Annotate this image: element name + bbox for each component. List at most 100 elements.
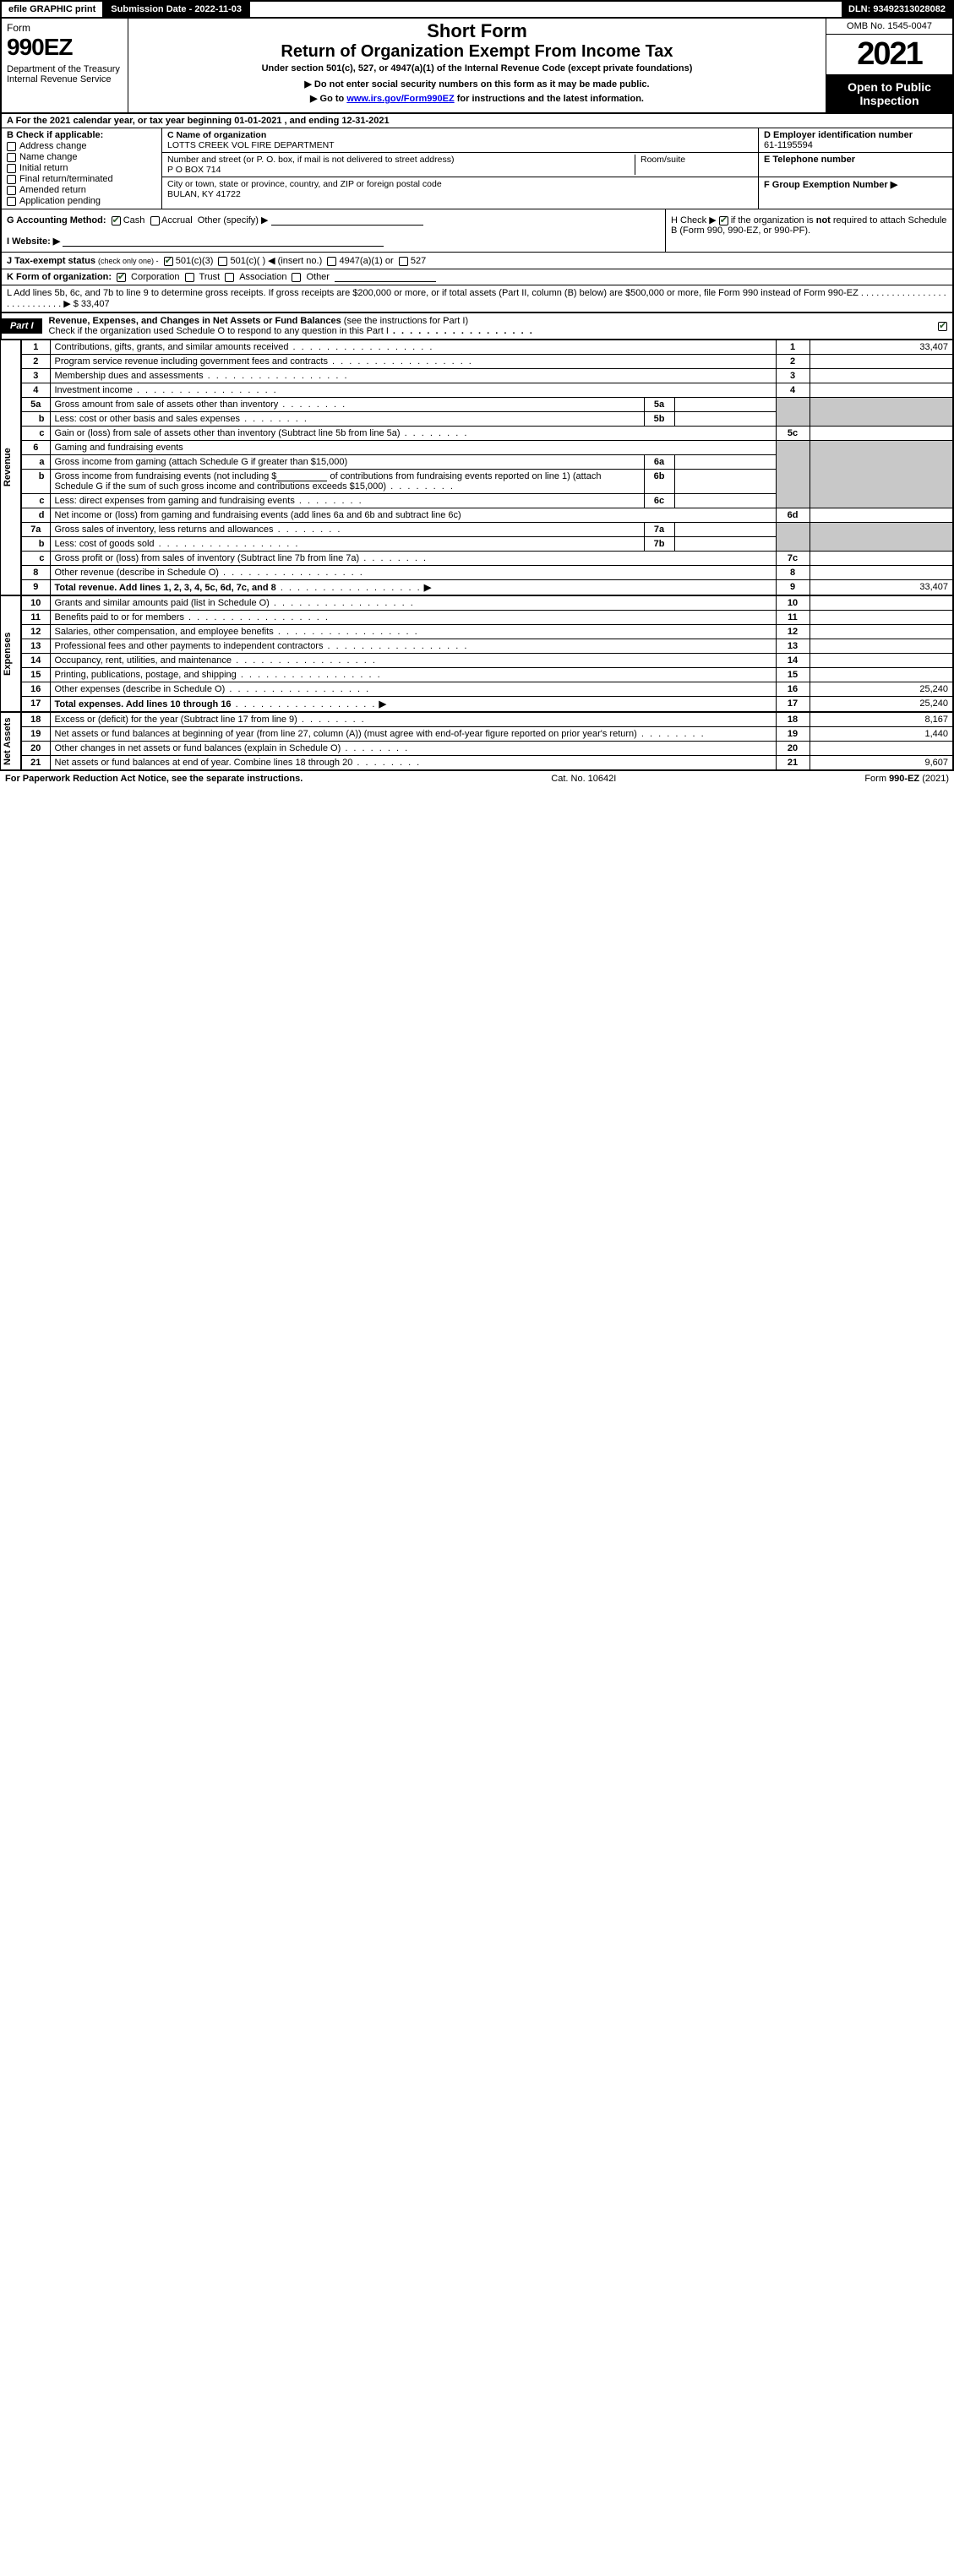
l18-text: Excess or (deficit) for the year (Subtra… — [55, 715, 297, 725]
l7a-num: 7a — [21, 523, 50, 537]
l5a-il: 5a — [644, 398, 674, 412]
dots-icon — [232, 655, 377, 666]
l20-amt — [810, 742, 953, 756]
checkbox-accrual[interactable] — [150, 216, 160, 226]
l9-num: 9 — [21, 580, 50, 595]
l7c-text: Gross profit or (loss) from sales of inv… — [55, 553, 360, 563]
l1-amt: 33,407 — [810, 340, 953, 355]
line-20: 20Other changes in net assets or fund ba… — [21, 742, 953, 756]
other-specify-field[interactable] — [271, 215, 423, 226]
dots-icon — [270, 598, 415, 608]
dots-icon — [155, 539, 300, 549]
top-bar: efile GRAPHIC print Submission Date - 20… — [0, 0, 954, 17]
c-label: C Name of organization — [167, 130, 266, 140]
k-label: K Form of organization: — [7, 272, 112, 282]
checkbox-address-change[interactable] — [7, 142, 16, 151]
l5c-num: c — [21, 427, 50, 441]
checkbox-501c3[interactable] — [164, 257, 173, 266]
checkbox-initial-return[interactable] — [7, 164, 16, 173]
g-cash: Cash — [123, 215, 145, 226]
line-18: 18Excess or (deficit) for the year (Subt… — [21, 713, 953, 727]
checkbox-final-return[interactable] — [7, 175, 16, 184]
l2-rn: 2 — [776, 355, 810, 369]
checkbox-other-org[interactable] — [292, 273, 301, 282]
section-d: D Employer identification number 61-1195… — [759, 128, 952, 153]
dots-icon — [389, 326, 534, 336]
line-7a: 7aGross sales of inventory, less returns… — [21, 523, 953, 537]
l9-text: Total revenue. Add lines 1, 2, 3, 4, 5c,… — [55, 583, 276, 593]
g-accrual: Accrual — [161, 215, 193, 226]
line-17: 17Total expenses. Add lines 10 through 1… — [21, 697, 953, 712]
checkbox-schedule-o[interactable] — [938, 322, 947, 331]
l21-num: 21 — [21, 756, 50, 770]
form-title-block: Short Form Return of Organization Exempt… — [128, 19, 826, 112]
dots-icon — [386, 481, 455, 492]
l5a-iv — [674, 398, 776, 412]
efile-print-button[interactable]: efile GRAPHIC print — [2, 2, 104, 17]
section-h: H Check ▶ if the organization is not req… — [665, 209, 952, 252]
section-i: I Website: ▶ — [7, 236, 660, 247]
l17-text: Total expenses. Add lines 10 through 16 — [55, 699, 232, 709]
e-label: E Telephone number — [764, 155, 855, 165]
checkbox-527[interactable] — [399, 257, 408, 266]
dots-icon — [276, 583, 422, 593]
l10-amt — [810, 596, 953, 611]
j-o2: 501(c)( ) ◀ (insert no.) — [231, 256, 323, 266]
l18-amt: 8,167 — [810, 713, 953, 727]
line-21: 21Net assets or fund balances at end of … — [21, 756, 953, 770]
l4-text: Investment income — [55, 385, 133, 395]
l8-text: Other revenue (describe in Schedule O) — [55, 568, 219, 578]
footer-right-bold: 990-EZ — [889, 774, 919, 784]
org-name-row: C Name of organization LOTTS CREEK VOL F… — [162, 128, 758, 153]
l6d-text: Net income or (loss) from gaming and fun… — [55, 510, 461, 520]
website-field[interactable] — [63, 236, 384, 247]
dots-icon — [274, 524, 342, 535]
checkbox-corporation[interactable] — [117, 273, 126, 282]
opt-initial-return: Initial return — [19, 163, 68, 173]
other-org-field[interactable] — [335, 272, 436, 282]
checkbox-name-change[interactable] — [7, 153, 16, 162]
dots-icon — [204, 371, 349, 381]
l7b-iv — [674, 537, 776, 552]
return-title: Return of Organization Exempt From Incom… — [134, 42, 820, 62]
checkbox-schedule-b[interactable] — [719, 216, 728, 226]
checkbox-cash[interactable] — [112, 216, 121, 226]
omb-number: OMB No. 1545-0047 — [826, 19, 952, 35]
section-b-label: B Check if applicable: — [7, 130, 156, 140]
section-j: J Tax-exempt status (check only one) - 5… — [0, 253, 954, 269]
section-a: A For the 2021 calendar year, or tax yea… — [0, 114, 954, 128]
l7c-rn: 7c — [776, 552, 810, 566]
dots-icon — [232, 699, 377, 709]
l7ab-rn-shaded — [776, 523, 810, 552]
block-bcdef: B Check if applicable: Address change Na… — [0, 128, 954, 209]
l14-amt — [810, 654, 953, 668]
l6c-iv — [674, 494, 776, 508]
l4-rn: 4 — [776, 383, 810, 398]
checkbox-amended-return[interactable] — [7, 186, 16, 195]
part1-checkbox-wrap — [938, 321, 952, 331]
checkbox-501c[interactable] — [218, 257, 227, 266]
submission-date: Submission Date - 2022-11-03 — [104, 2, 250, 17]
l6b-blank[interactable] — [276, 471, 327, 481]
under-section: Under section 501(c), 527, or 4947(a)(1)… — [134, 63, 820, 73]
dots-icon — [401, 428, 469, 438]
l12-rn: 12 — [776, 625, 810, 639]
footer-right: Form 990-EZ (2021) — [864, 774, 949, 784]
part1-title-bold: Revenue, Expenses, and Changes in Net As… — [49, 316, 341, 326]
irs-link[interactable]: www.irs.gov/Form990EZ — [346, 94, 454, 104]
h-post: if the organization is — [728, 215, 816, 226]
j-o4: 527 — [411, 256, 426, 266]
l6d-num: d — [21, 508, 50, 523]
checkbox-trust[interactable] — [185, 273, 194, 282]
part1-title: Revenue, Expenses, and Changes in Net As… — [42, 313, 541, 339]
l16-rn: 16 — [776, 682, 810, 697]
checkbox-association[interactable] — [225, 273, 234, 282]
l6b-num: b — [21, 470, 50, 494]
netassets-vlabel: Net Assets — [0, 712, 20, 770]
l10-rn: 10 — [776, 596, 810, 611]
l6b-text1: Gross income from fundraising events (no… — [55, 471, 277, 481]
k-o4: Other — [306, 272, 330, 282]
expenses-vlabel-text: Expenses — [1, 596, 14, 711]
checkbox-application-pending[interactable] — [7, 197, 16, 206]
checkbox-4947[interactable] — [327, 257, 336, 266]
